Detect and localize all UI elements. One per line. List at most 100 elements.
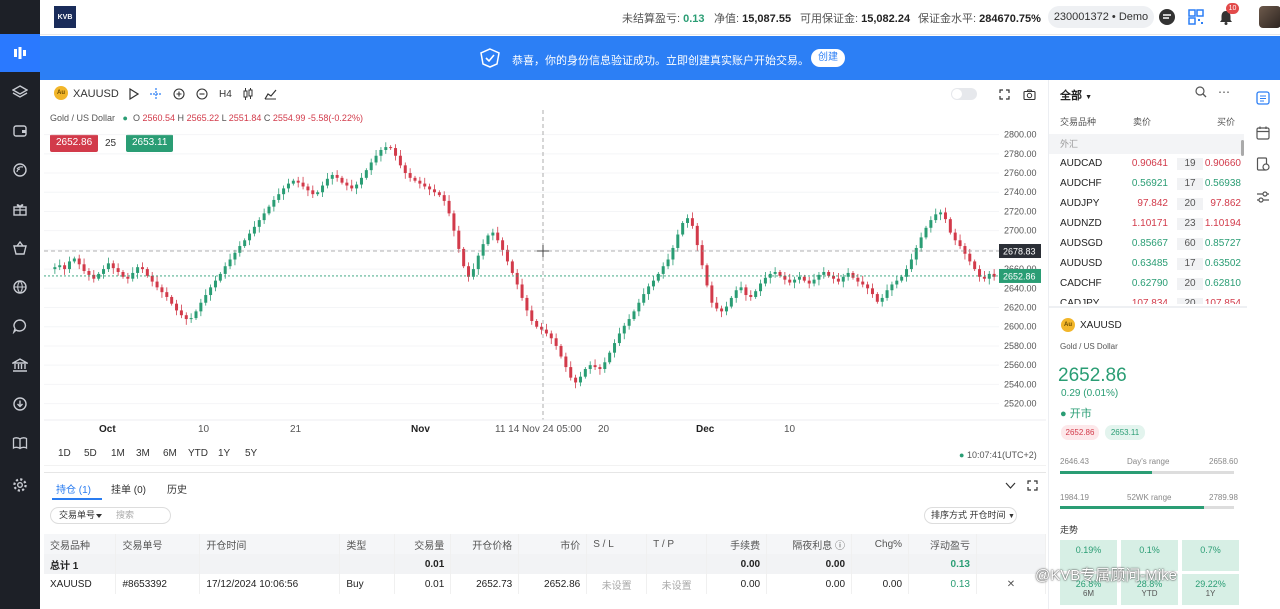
sidebar-basket-icon[interactable] [0,229,40,267]
timeframe-selector[interactable]: H4 [219,88,232,100]
sidebar-layers-icon[interactable] [0,73,40,111]
list-item[interactable]: AUDJPY 97.842 20 97.862 [1049,194,1244,214]
filter-select[interactable]: 交易单号 [59,510,96,520]
search-icon[interactable] [1195,86,1207,101]
buy-button[interactable]: 2653.11 [126,134,174,152]
watch-bid[interactable]: 0.62790 [1131,278,1168,289]
crosshair-tool-icon[interactable] [150,86,162,102]
col-header[interactable]: 浮动盈亏 [908,534,977,554]
list-item[interactable]: AUDSGD 0.85667 60 0.85727 [1049,234,1244,254]
sidebar-chat-icon[interactable] [0,307,40,345]
tab-history[interactable]: 历史 [167,485,187,496]
list-item[interactable]: AUDCHF 0.56921 17 0.56938 [1049,174,1244,194]
create-account-button[interactable]: 创建 [811,49,845,67]
range-button-5y[interactable]: 5Y [245,448,258,459]
col-header[interactable]: Chg% [851,534,910,554]
collapse-chevron-icon[interactable] [1005,481,1016,493]
kvb-logo[interactable]: KVB [54,6,76,28]
candlestick-chart[interactable]: 2800.00 2780.00 2760.00 2740.00 2720.00 2700.… [44,80,1046,466]
sidebar-bank-icon[interactable] [0,346,40,384]
detail-bid-pill[interactable]: 2652.86 [1061,425,1099,440]
sidebar-globe-icon[interactable] [0,268,40,306]
screenshot-camera-icon[interactable] [1023,86,1036,102]
col-header[interactable]: 类型 [339,534,396,554]
list-item[interactable]: AUDNZD 1.10171 23 1.10194 [1049,214,1244,234]
report-icon[interactable] [1252,153,1274,175]
watch-bid[interactable]: 0.63485 [1131,258,1168,269]
list-item[interactable]: AUDCAD 0.90641 19 0.90660 [1049,154,1244,174]
watchlist-filter[interactable]: 全部 ▼ [1060,90,1092,102]
col-header[interactable]: 隔夜利息 ⓘ [766,534,853,554]
sidebar-download-icon[interactable] [0,385,40,423]
watch-bid[interactable]: 0.56921 [1131,178,1168,189]
tab-pending[interactable]: 挂单 (0) [111,485,146,496]
detail-ask-pill[interactable]: 2653.11 [1105,425,1145,440]
watch-ask[interactable]: 0.56938 [1204,178,1241,189]
watch-ask[interactable]: 0.62810 [1204,278,1241,289]
sidebar-gift-icon[interactable] [0,190,40,228]
col-header[interactable]: 开仓价格 [450,534,520,554]
col-header[interactable]: S / L [586,534,648,554]
tab-positions[interactable]: 持仓 (1) [56,485,91,496]
toggle-switch[interactable] [951,86,977,102]
watch-ask[interactable]: 0.85727 [1204,238,1241,249]
watch-ask[interactable]: 0.90660 [1204,158,1241,169]
indicators-icon[interactable] [264,86,277,102]
watch-ask[interactable]: 0.63502 [1204,258,1241,269]
fullscreen-icon[interactable] [999,86,1010,102]
watch-bid[interactable]: 97.842 [1137,198,1168,209]
sidebar-book-icon[interactable] [0,424,40,462]
info-icon[interactable]: ⓘ [832,540,846,552]
watch-bid[interactable]: 0.90641 [1131,158,1168,169]
sell-button[interactable]: 2652.86 [50,134,99,152]
col-header[interactable]: T / P [646,534,708,554]
sidebar-settings-icon[interactable] [0,466,40,504]
range-button-1d[interactable]: 1D [58,448,71,459]
range-button-5d[interactable]: 5D [84,448,97,459]
col-header[interactable]: 交易量 [394,534,452,554]
watchlist-scrollbar[interactable] [1241,140,1244,156]
col-header[interactable]: 手续费 [706,534,768,554]
col-header[interactable]: 开仓时间 [199,534,341,554]
avatar[interactable] [1259,6,1280,28]
account-selector[interactable]: 230001372 • Demo [1048,6,1154,28]
range-button-6m[interactable]: 6M [163,448,177,459]
range-button-3m[interactable]: 3M [136,448,150,459]
list-item[interactable]: CADJPY 107.834 20 107.854 [1049,294,1244,304]
table-row[interactable]: XAUUSD #8653392 17/12/2024 10:06:56 Buy 0.01… [44,574,1046,594]
range-button-1y[interactable]: 1Y [218,448,231,459]
sidebar-trade-icon[interactable] [0,34,40,72]
col-header[interactable]: 交易单号 [115,534,201,554]
range-button-1m[interactable]: 1M [111,448,125,459]
expand-icon[interactable] [1027,480,1038,494]
sliders-icon[interactable] [1252,186,1274,208]
watch-bid[interactable]: 107.834 [1131,298,1168,304]
table-cell[interactable]: 未设置 [586,574,648,594]
watch-ask[interactable]: 1.10194 [1204,218,1241,229]
sort-selector[interactable]: 排序方式 开仓时间 ▼ [924,507,1017,524]
close-position-icon[interactable]: ✕ [976,574,1046,594]
watch-bid[interactable]: 1.10171 [1131,218,1168,229]
chart-symbol[interactable]: XAUUSD [73,88,119,100]
col-header[interactable]: 交易品种 [44,534,117,554]
more-icon[interactable]: ⋯ [1218,85,1231,99]
watch-ask[interactable]: 97.862 [1210,198,1241,209]
list-item[interactable]: AUDUSD 0.63485 17 0.63502 [1049,254,1244,274]
group-header-forex[interactable]: 外汇 [1049,134,1244,154]
chat-icon[interactable] [1158,8,1176,26]
candle-type-icon[interactable] [242,86,254,102]
zoom-out-icon[interactable] [196,86,208,102]
col-header[interactable]: 市价 [518,534,588,554]
sidebar-feed-icon[interactable] [0,151,40,189]
list-item[interactable]: CADCHF 0.62790 20 0.62810 [1049,274,1244,294]
table-cell[interactable]: 未设置 [646,574,708,594]
watch-ask[interactable]: 107.854 [1204,298,1241,304]
cursor-tool-icon[interactable] [129,86,139,102]
search-input[interactable]: 搜索 [116,510,135,520]
range-button-ytd[interactable]: YTD [188,448,208,459]
qr-code-icon[interactable] [1187,8,1205,26]
news-panel-icon[interactable] [1252,87,1274,109]
calendar-icon[interactable] [1252,122,1274,144]
sidebar-wallet-icon[interactable] [0,112,40,150]
watch-bid[interactable]: 0.85667 [1131,238,1168,249]
